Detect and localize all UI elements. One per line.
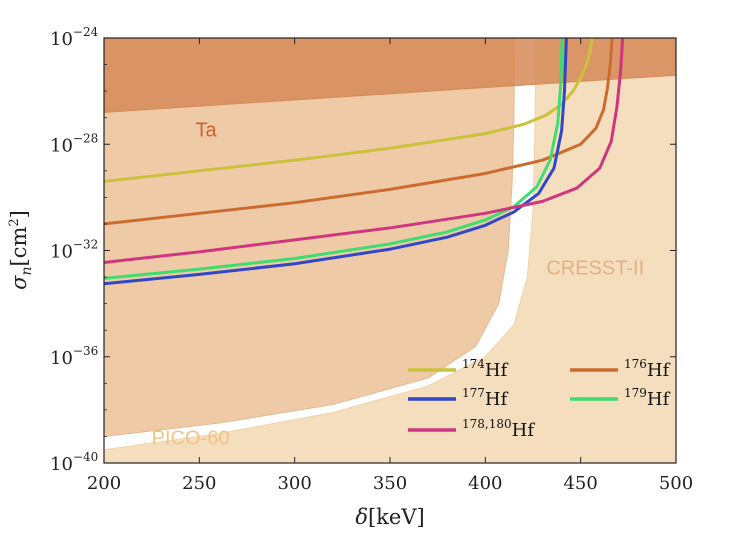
series-line-176hf <box>104 38 614 226</box>
region-label-cresst-ii: CRESST-II <box>546 257 644 279</box>
legend-label-177hf: 177Hf <box>462 386 509 410</box>
x-tick-label: 450 <box>563 473 597 494</box>
legend-label-174hf: 174Hf <box>462 357 509 381</box>
region-label-ta: Ta <box>196 119 218 141</box>
y-tick-label: 10−36 <box>50 344 98 369</box>
y-axis-unit-post: ] <box>7 210 31 218</box>
x-tick-label: 500 <box>659 473 693 494</box>
y-axis-label: σn[cm2] <box>7 210 35 290</box>
y-tick-label: 10−40 <box>50 450 98 475</box>
region-pico-60 <box>104 38 676 463</box>
region-label-pico-60: PICO-60 <box>152 427 230 449</box>
y-tick-label: 10−28 <box>50 131 98 156</box>
legend-label-176hf: 176Hf <box>624 357 671 381</box>
series-line-177hf <box>104 38 568 286</box>
x-tick-label: 200 <box>87 473 121 494</box>
y-tick-label: 10−24 <box>50 25 99 50</box>
series-line-179hf <box>104 38 564 280</box>
x-tick-label: 300 <box>277 473 311 494</box>
x-axis-symbol: δ <box>355 505 368 529</box>
y-tick-label: 10−32 <box>50 238 98 263</box>
x-axis-unit: [keV] <box>368 505 425 529</box>
x-axis-label: δ[keV] <box>355 505 424 529</box>
y-axis-sub: n <box>19 266 35 275</box>
y-axis-symbol: σ <box>7 275 31 290</box>
legend-label-179hf: 179Hf <box>624 386 671 410</box>
y-axis-unit-sup: 2 <box>7 218 22 226</box>
y-axis-unit-pre: [cm <box>7 227 31 267</box>
x-tick-label: 400 <box>468 473 502 494</box>
series-line-174hf <box>104 38 594 183</box>
legend: 174Hf 176Hf 177Hf 179Hf 178,180Hf <box>408 357 671 441</box>
region-ta <box>104 38 676 113</box>
x-tick-label: 250 <box>182 473 216 494</box>
x-tick-label: 350 <box>373 473 407 494</box>
legend-label-178-180hf: 178,180Hf <box>462 417 535 441</box>
series-line-178-180hf <box>104 38 625 264</box>
